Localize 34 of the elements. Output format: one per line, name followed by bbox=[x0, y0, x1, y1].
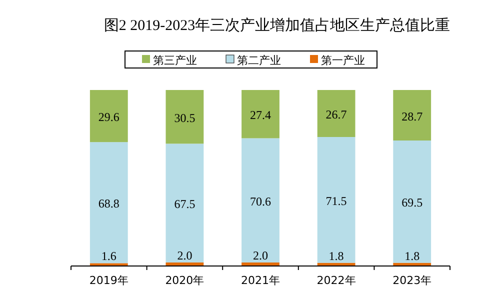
bar bbox=[166, 144, 204, 262]
legend-label: 第三产业 bbox=[153, 54, 197, 67]
bar bbox=[393, 90, 432, 141]
bar bbox=[393, 140, 432, 263]
data-label: 1.6 bbox=[101, 249, 116, 264]
data-label: 29.6 bbox=[98, 110, 120, 124]
bar bbox=[90, 90, 128, 142]
data-label: 69.5 bbox=[402, 196, 423, 210]
x-tick-label: 2023年 bbox=[392, 274, 432, 287]
bar bbox=[317, 90, 356, 137]
data-label: 71.5 bbox=[326, 194, 347, 208]
bar bbox=[317, 136, 356, 263]
bar bbox=[166, 90, 204, 144]
data-label: 26.7 bbox=[326, 107, 347, 122]
data-label: 30.5 bbox=[174, 110, 196, 125]
legend-label: 第一产业 bbox=[321, 54, 365, 67]
data-label: 1.8 bbox=[328, 248, 344, 263]
chart-title: 图2 2019-2023年三次产业增加值占地区生产总值比重 bbox=[104, 17, 450, 34]
data-label: 2.0 bbox=[177, 248, 192, 262]
x-tick-label: 2022年 bbox=[316, 274, 356, 287]
data-label: 1.8 bbox=[404, 248, 420, 263]
x-tick-label: 2020年 bbox=[165, 274, 204, 287]
x-tick-label: 2019年 bbox=[89, 274, 128, 287]
data-label: 67.5 bbox=[174, 197, 196, 212]
x-tick-label: 2021年 bbox=[241, 274, 280, 287]
data-label: 27.4 bbox=[250, 108, 271, 122]
data-label: 70.6 bbox=[250, 194, 271, 208]
bar bbox=[242, 90, 280, 138]
data-label: 68.8 bbox=[98, 196, 120, 211]
data-label: 2.0 bbox=[253, 248, 268, 262]
bar bbox=[90, 142, 128, 264]
bar bbox=[242, 138, 280, 262]
legend-label: 第二产业 bbox=[237, 54, 281, 67]
data-label: 28.7 bbox=[402, 109, 423, 124]
